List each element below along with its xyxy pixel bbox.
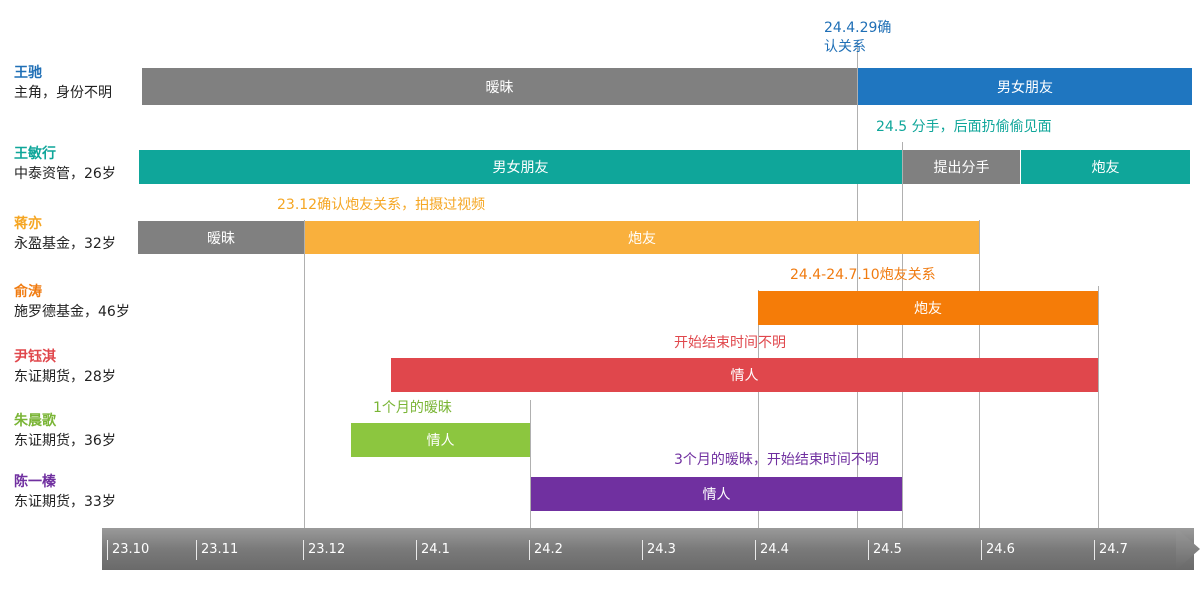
- axis-tick-label: 24.5: [868, 540, 902, 560]
- person-name: 蒋亦: [14, 216, 42, 232]
- timeline-bar: 情人: [531, 477, 902, 511]
- axis-tick-label: 24.3: [642, 540, 676, 560]
- timeline-bar: 暧昧: [142, 68, 857, 105]
- person-desc: 永盈基金，32岁: [14, 236, 116, 252]
- annotation: 23.12确认炮友关系，拍摄过视频: [277, 197, 486, 213]
- guide-line: [857, 42, 858, 529]
- timeline-bar: 男女朋友: [139, 150, 902, 184]
- person-name: 俞涛: [14, 284, 42, 300]
- timeline-bar: 炮友: [1021, 150, 1190, 184]
- time-axis: [102, 528, 1194, 570]
- guide-line: [758, 290, 759, 529]
- person-desc: 东证期货，36岁: [14, 433, 116, 449]
- person-name: 尹钰淇: [14, 349, 56, 365]
- timeline-bar: 男女朋友: [858, 68, 1192, 105]
- person-label: 王驰 主角，身份不明: [14, 63, 112, 103]
- axis-tick-label: 24.2: [529, 540, 563, 560]
- axis-tick-label: 24.6: [981, 540, 1015, 560]
- guide-line: [304, 220, 305, 529]
- timeline-bar: 炮友: [758, 291, 1098, 325]
- axis-tick-label: 23.12: [303, 540, 345, 560]
- guide-line: [530, 400, 531, 529]
- person-desc: 中泰资管，26岁: [14, 166, 116, 182]
- timeline-bar: 提出分手: [903, 150, 1020, 184]
- person-desc: 施罗德基金，46岁: [14, 304, 130, 320]
- person-name: 王驰: [14, 65, 42, 81]
- annotation: 1个月的暧昧: [373, 400, 452, 416]
- person-desc: 东证期货，28岁: [14, 369, 116, 385]
- timeline-bar: 情人: [391, 358, 1098, 392]
- axis-tick-label: 24.4: [755, 540, 789, 560]
- guide-line: [1098, 286, 1099, 529]
- person-label: 俞涛 施罗德基金，46岁: [14, 282, 130, 322]
- person-label: 蒋亦 永盈基金，32岁: [14, 214, 116, 254]
- timeline-bar: 暧昧: [138, 221, 304, 254]
- axis-tick-label: 24.7: [1094, 540, 1128, 560]
- annotation: 24.5 分手，后面扔偷偷见面: [876, 119, 1052, 135]
- person-desc: 主角，身份不明: [14, 85, 112, 101]
- annotation: 24.4-24.7.10炮友关系: [790, 267, 936, 283]
- guide-line: [902, 142, 903, 529]
- timeline-bar: 炮友: [305, 221, 979, 254]
- person-label: 王敏行 中泰资管，26岁: [14, 144, 116, 184]
- timeline-bar: 情人: [351, 423, 530, 457]
- axis-tick-label: 23.10: [107, 540, 149, 560]
- annotation: 开始结束时间不明: [674, 335, 786, 351]
- axis-tick-label: 24.1: [416, 540, 450, 560]
- person-desc: 东证期货，33岁: [14, 494, 116, 510]
- person-name: 陈一榛: [14, 474, 56, 490]
- annotation: 24.4.29确 认关系: [824, 20, 892, 55]
- person-name: 王敏行: [14, 146, 56, 162]
- person-label: 朱晨歌 东证期货，36岁: [14, 411, 116, 451]
- axis-tick-label: 23.11: [196, 540, 238, 560]
- person-name: 朱晨歌: [14, 413, 56, 429]
- person-label: 陈一榛 东证期货，33岁: [14, 472, 116, 512]
- person-label: 尹钰淇 东证期货，28岁: [14, 347, 116, 387]
- annotation: 3个月的暧昧，开始结束时间不明: [674, 452, 879, 468]
